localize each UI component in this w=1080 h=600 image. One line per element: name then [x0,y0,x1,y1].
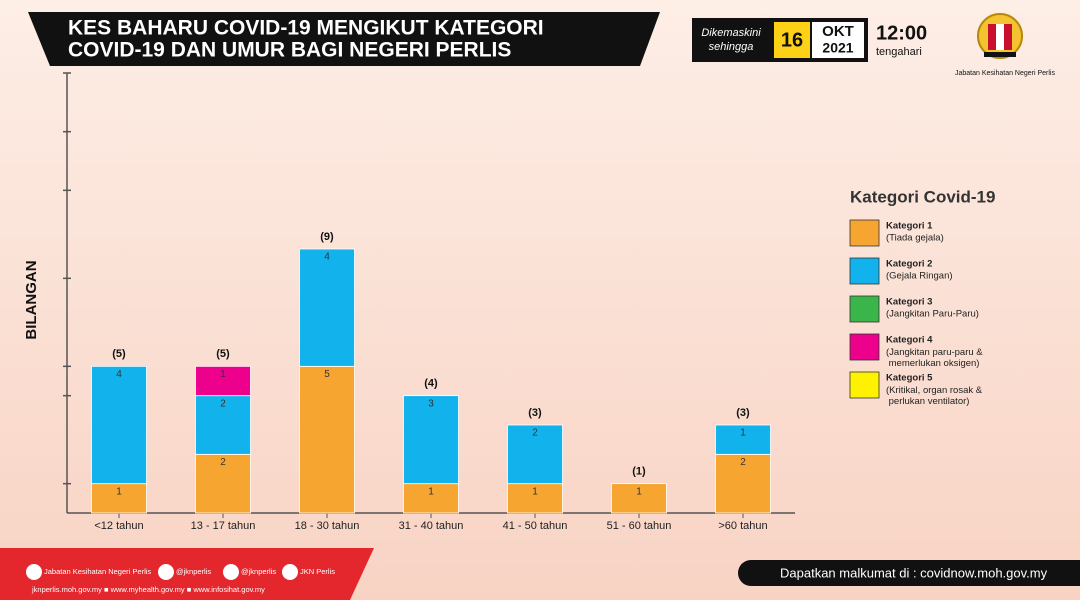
segment-label: 1 [220,369,226,380]
total-label: (1) [632,466,646,478]
x-tick-label: 51 - 60 tahun [607,520,672,532]
bar-segment [91,365,147,485]
total-label: (5) [112,348,126,360]
legend-description: (Gejala Ringan) [886,271,953,282]
legend-description: (Kritikal, organ rosak & perlukan ventil… [886,385,983,407]
department: Jabatan Kesihatan Negeri Perlis [955,70,1056,77]
segment-label: 3 [428,398,434,409]
month-box [812,22,864,58]
legend-name: Kategori 2 [886,259,932,270]
legend-swatch [849,371,880,399]
x-tick-label: 31 - 40 tahun [399,520,464,532]
segment-label: 5 [324,369,330,380]
legend-description: (Jangkitan paru-paru & memerlukan oksige… [886,347,983,369]
time: 12:00 [876,22,927,44]
segment-label: 4 [324,252,330,263]
segment-label: 4 [116,369,122,380]
total-label: (3) [528,407,542,419]
segment-label: 1 [428,486,434,497]
logo [977,13,1023,59]
bar-segment [195,395,251,455]
day: 16 [781,29,803,51]
bar-segment [299,248,355,367]
x-tick-label: 13 - 17 tahun [191,520,256,532]
segment-label: 2 [532,428,538,439]
updated-label: Dikemaskini [701,27,761,39]
social-handle: Jabatan Kesihatan Negeri Perlis [44,567,151,576]
legend-title: Kategori Covid-19 [850,187,995,206]
total-label: (5) [216,348,230,360]
x-tick-label: >60 tahun [718,520,767,532]
total-label: (4) [424,378,438,390]
time-note: tengahari [876,46,922,58]
bar-segment [715,453,771,514]
social-handle: @jknperlis [241,567,276,576]
x-tick-label: <12 tahun [94,520,143,532]
legend-name: Kategori 4 [886,335,933,346]
title-box [28,12,660,66]
legend-name: Kategori 3 [886,297,932,308]
bar-segment [403,395,459,485]
bar-segment [403,483,459,514]
social-handle: @jknperlis [176,567,211,576]
legend-description: (Jangkitan Paru-Paru) [886,309,979,320]
footer-links: jknperlis.moh.gov.my ■ www.myhealth.gov.… [31,585,265,594]
x-tick-label: 18 - 30 tahun [295,520,360,532]
footer-band [0,548,374,600]
bar-segment [195,365,251,397]
y-axis-label: BILANGAN [23,260,40,339]
social-handle: JKN Perlis [300,567,335,576]
source: Dapatkan malkumat di : covidnow.moh.gov.… [780,565,1048,580]
bar-segment [715,424,771,455]
total-label: (9) [320,231,334,243]
legend-swatch [849,333,880,361]
year: 2021 [822,40,853,56]
bar-segment [195,453,251,514]
title-line: KES BAHARU COVID-19 MENGIKUT KATEGORI [68,17,544,40]
social-icons [26,564,298,580]
segment-label: 1 [532,486,538,497]
segment-label: 2 [740,457,746,468]
segment-label: 2 [220,457,226,468]
day-box [774,22,810,58]
bar-segment [299,365,355,514]
legend-name: Kategori 1 [886,221,933,232]
segment-label: 1 [740,428,746,439]
segment-label: 2 [220,398,226,409]
title-line: COVID-19 DAN UMUR BAGI NEGERI PERLIS [68,39,511,62]
total-label: (3) [736,407,750,419]
x-tick-label: 41 - 50 tahun [503,520,568,532]
segment-label: 1 [116,486,122,497]
month: OKT [822,23,854,40]
legend-description: (Tiada gejala) [886,233,944,244]
legend-name: Kategori 5 [886,373,933,384]
legend-swatch [849,295,880,323]
source-box [738,560,1080,586]
bar-segment [91,483,147,514]
bar-segment [611,483,667,514]
updated-label: sehingga [709,41,754,53]
legend-swatch [849,219,880,247]
bar-segment [507,483,563,514]
segment-label: 1 [636,486,642,497]
bar-segment [507,424,563,485]
legend-swatch [849,257,880,285]
